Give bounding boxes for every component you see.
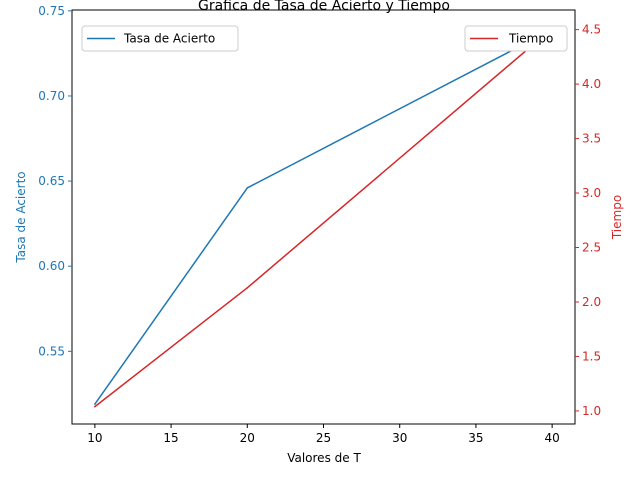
legend-left-box [81, 25, 239, 52]
legend-right: Tiempo [464, 25, 568, 52]
y-axis-label-right: Tiempo [610, 195, 624, 240]
y-right-tick-label-6: 4.0 [582, 77, 601, 91]
chart-title: Grafica de Tasa de Acierto y Tiempo [198, 0, 450, 14]
legend-right-box [464, 25, 568, 52]
y-left-tick-label-1: 0.60 [38, 259, 65, 273]
y-axis-label-left: Tasa de Acierto [14, 171, 28, 263]
x-tick-label-0: 10 [87, 431, 102, 445]
y-right-tick-label-7: 4.5 [582, 23, 601, 37]
y-left-tick-label-2: 0.65 [38, 174, 65, 188]
x-tick-label-5: 35 [468, 431, 483, 445]
x-tick-label-3: 25 [316, 431, 331, 445]
data-point-0-0 [94, 403, 96, 405]
y-right-tick-label-4: 3.0 [582, 186, 601, 200]
data-point-1-0 [94, 405, 96, 408]
x-tick-label-6: 40 [544, 431, 559, 445]
y-right-tick-label-3: 2.5 [582, 241, 601, 255]
y-right-tick-label-2: 2.0 [582, 295, 601, 309]
legend-left: Tasa de Acierto [81, 25, 239, 52]
tick-layer: 10 15 20 25 30 35 40 0.55 0.60 0.65 0.70 0.75 1.0 1.5… [38, 4, 601, 445]
legend-left-label: Tasa de Acierto [123, 32, 215, 46]
y-right-tick-label-0: 1.0 [582, 404, 601, 418]
y-left-tick-label-4: 0.75 [38, 4, 65, 18]
data-point-1-1 [246, 287, 249, 289]
data-point-0-1 [246, 187, 249, 189]
legend-right-label: Tiempo [508, 32, 553, 46]
x-axis-label: Valores de T [287, 451, 361, 465]
x-tick-label-1: 15 [163, 431, 178, 445]
y-left-tick-label-3: 0.70 [38, 89, 65, 103]
y-right-tick-label-5: 3.5 [582, 132, 601, 146]
x-tick-label-2: 20 [240, 431, 255, 445]
y-left-tick-label-0: 0.55 [38, 344, 65, 358]
x-tick-label-4: 30 [392, 431, 407, 445]
y-right-tick-label-1: 1.5 [582, 349, 601, 363]
